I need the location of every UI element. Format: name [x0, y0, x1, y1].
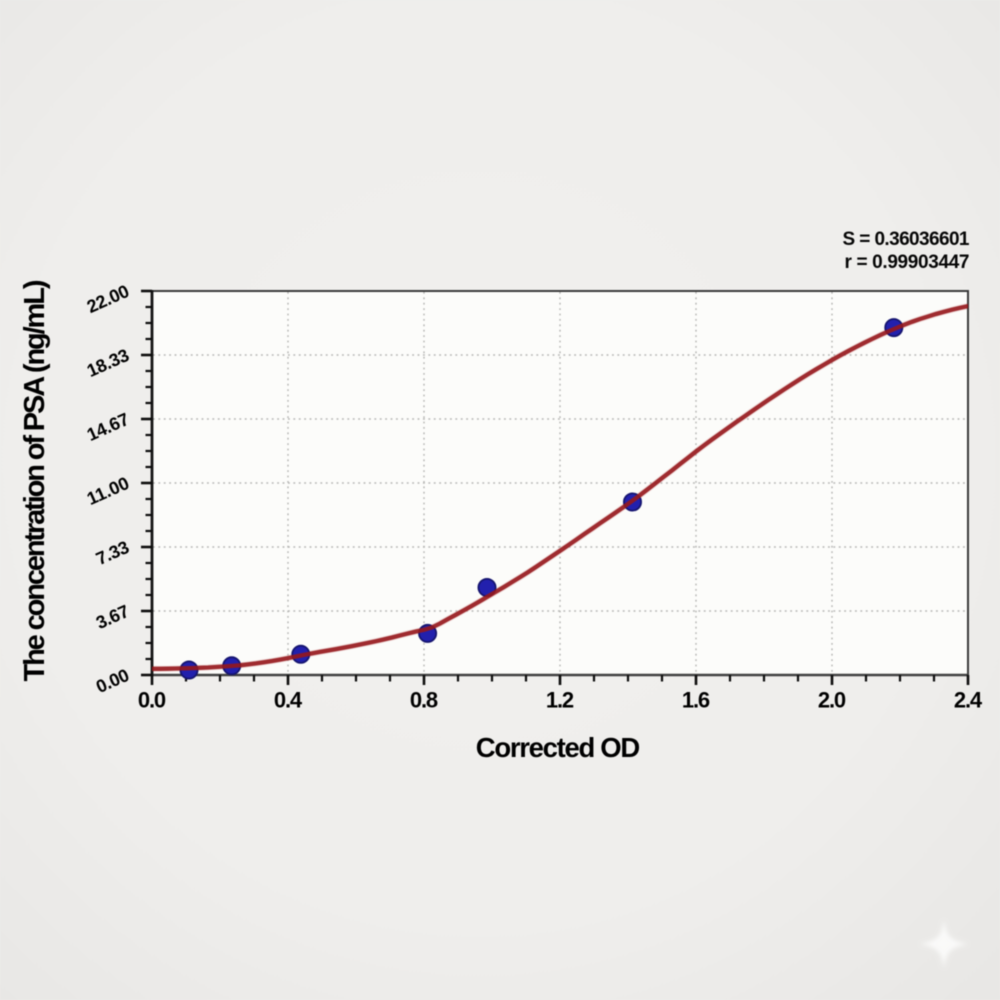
- svg-text:2.0: 2.0: [818, 688, 846, 713]
- svg-text:1.6: 1.6: [682, 688, 710, 713]
- svg-text:S = 0.36036601: S = 0.36036601: [843, 229, 970, 250]
- svg-text:r = 0.99903447: r = 0.99903447: [845, 252, 970, 273]
- svg-text:0.4: 0.4: [274, 688, 303, 713]
- svg-text:0.8: 0.8: [410, 688, 438, 713]
- svg-text:1.2: 1.2: [546, 688, 574, 713]
- svg-text:Corrected OD: Corrected OD: [476, 732, 641, 763]
- svg-text:2.4: 2.4: [954, 688, 983, 713]
- svg-text:0.0: 0.0: [138, 688, 166, 713]
- svg-text:The concentration of PSA (ng/m: The concentration of PSA (ng/mL): [19, 280, 51, 682]
